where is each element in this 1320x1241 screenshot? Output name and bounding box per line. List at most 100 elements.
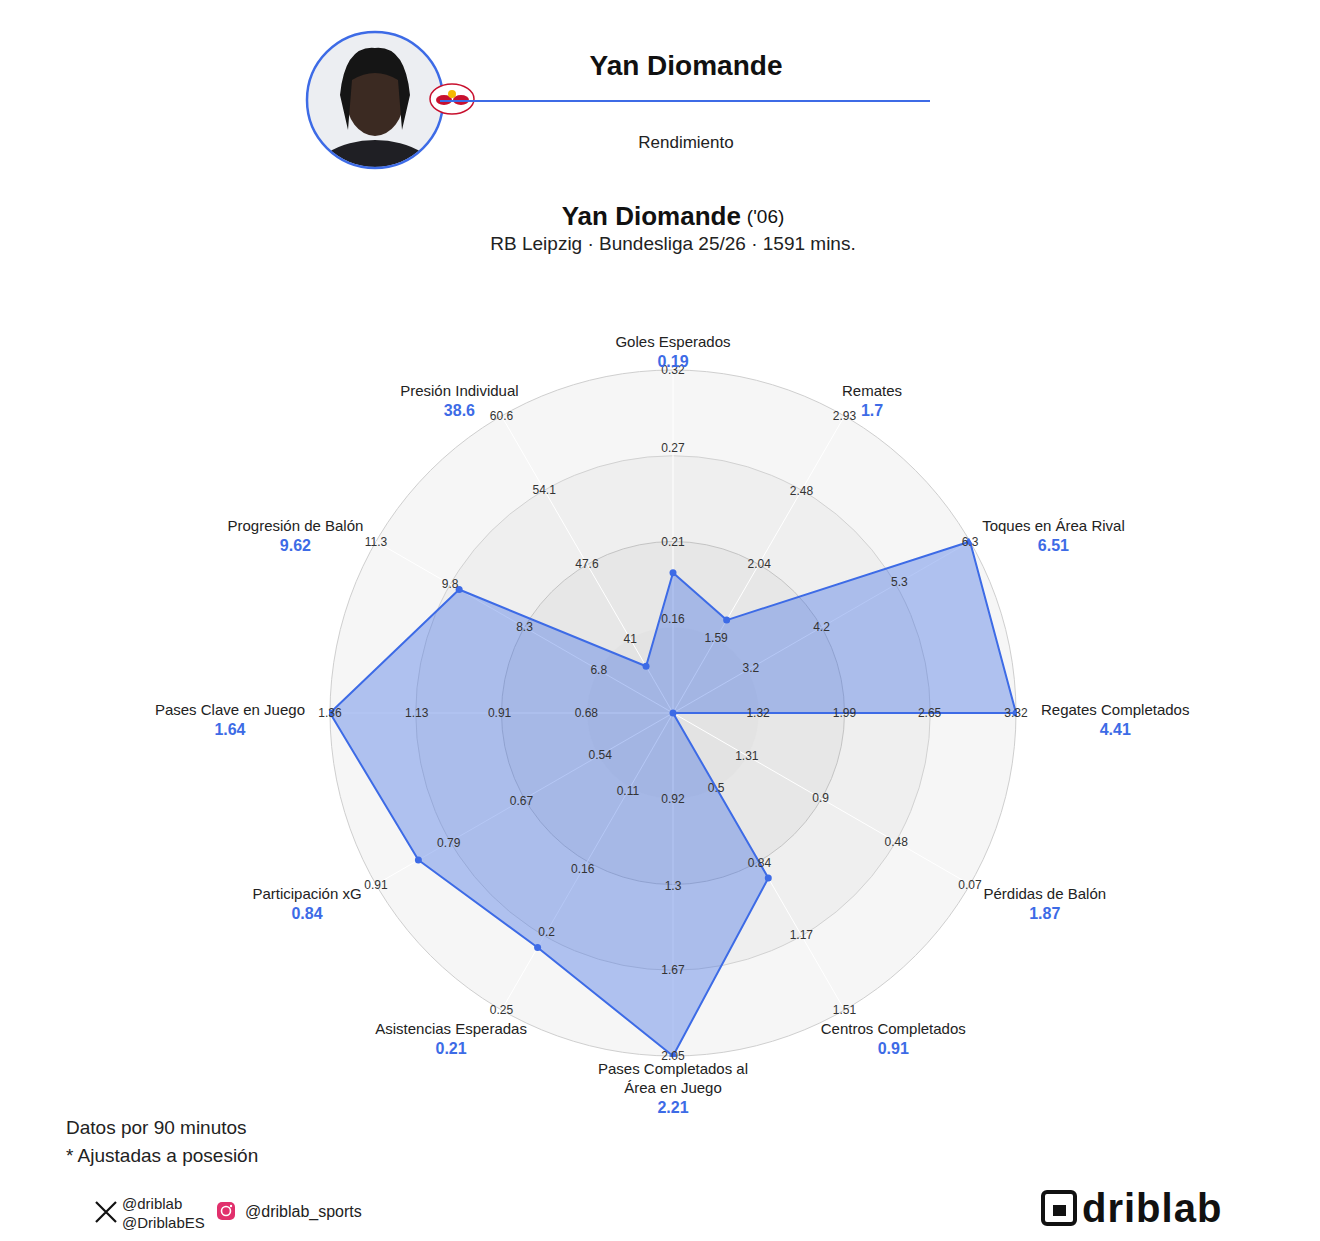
tick-label: 5.3 xyxy=(891,575,908,589)
axis-name-line: Toques en Área Rival xyxy=(982,517,1125,534)
axis-name: Participación xG xyxy=(252,885,361,902)
tick-label: 47.6 xyxy=(575,557,599,571)
tick-label: 6.8 xyxy=(590,663,607,677)
tick-label: 8.3 xyxy=(516,620,533,634)
axis-name-line: Asistencias Esperadas xyxy=(375,1020,527,1037)
badge-sun xyxy=(448,90,456,98)
axis-name-line: Centros Completados xyxy=(821,1020,966,1037)
tick-label: 0.54 xyxy=(589,748,613,762)
tick-label: 1.17 xyxy=(790,928,814,942)
radar-point xyxy=(534,944,541,951)
axis-name: Goles Esperados xyxy=(615,333,730,350)
axis-name-line: Presión Individual xyxy=(400,382,518,399)
tick-label: 0.84 xyxy=(748,856,772,870)
tick-label: 6.3 xyxy=(962,535,979,549)
chart-title: Yan Diomande ('06) xyxy=(562,201,785,231)
tick-label: 4.2 xyxy=(813,620,830,634)
data-label: 1.64 xyxy=(214,721,245,738)
axis-label: Goles Esperados0.19 xyxy=(615,333,730,370)
data-label: 0.84 xyxy=(291,905,322,922)
data-label: 1.7 xyxy=(861,402,883,419)
tick-label: 0.92 xyxy=(661,792,685,806)
radar-area xyxy=(330,542,1016,1057)
axis-name: Centros Completados xyxy=(821,1020,966,1037)
tick-label: 2.04 xyxy=(748,557,772,571)
tick-label: 0.07 xyxy=(958,878,982,892)
photo-ring xyxy=(307,32,443,168)
axis-name: Pases Completados al Área en Juego xyxy=(598,1060,748,1096)
axis-name-line: Remates xyxy=(842,382,902,399)
x-icon xyxy=(96,1202,116,1222)
footer-note: * Ajustadas a posesión xyxy=(66,1145,258,1166)
photo-hair xyxy=(340,48,410,130)
data-label: 4.41 xyxy=(1100,721,1131,738)
tick-label: 0.79 xyxy=(437,836,461,850)
axis-label: Remates 1.7 xyxy=(842,382,902,419)
data-label: 38.6 xyxy=(444,402,475,419)
axis-name-line: Goles Esperados xyxy=(615,333,730,350)
axis-name: Pases Clave en Juego xyxy=(155,701,305,718)
axis-name-line: Pases Clave en Juego xyxy=(155,701,305,718)
axis-name: Asistencias Esperadas xyxy=(375,1020,527,1037)
axis-label: Regates Completados 4.41 xyxy=(1041,701,1189,738)
header-title: Yan Diomande xyxy=(590,50,783,81)
data-label: 2.21 xyxy=(657,1099,688,1116)
tick-label: 0.11 xyxy=(617,784,640,798)
tick-label: 1.99 xyxy=(833,706,857,720)
tick-label: 0.68 xyxy=(575,706,599,720)
chart-subtitle: RB Leipzig · Bundesliga 25/26 · 1591 min… xyxy=(490,233,855,254)
axis-label: Pases Clave en Juego 1.64 xyxy=(155,701,305,738)
axis-name-line: Área en Juego xyxy=(624,1079,722,1096)
brand: driblab xyxy=(1082,1186,1222,1230)
social-handle: @driblab_sports xyxy=(245,1203,362,1221)
tick-label: 3.2 xyxy=(742,661,759,675)
tick-label: 2.65 xyxy=(918,706,942,720)
axis-name-line: Progresión de Balón xyxy=(227,517,363,534)
tick-label: 0.16 xyxy=(571,862,595,876)
axis-name: Regates Completados xyxy=(1041,701,1189,718)
axis-label: Pérdidas de Balón 1.87 xyxy=(983,885,1106,922)
tick-label: 2.48 xyxy=(790,484,814,498)
brand-icon xyxy=(1043,1192,1075,1224)
chart-title-note: ('06) xyxy=(747,206,784,227)
radar-point xyxy=(765,875,772,882)
tick-label: 1.13 xyxy=(405,706,429,720)
tick-label: 0.27 xyxy=(661,441,685,455)
social-handle: @DriblabES xyxy=(122,1214,205,1231)
axis-name-line: Pérdidas de Balón xyxy=(983,885,1106,902)
header-rule xyxy=(440,100,930,102)
data-label: 0.91 xyxy=(878,1040,909,1057)
tick-label: 1.32 xyxy=(746,706,770,720)
axis-name-line: Pases Completados al xyxy=(598,1060,748,1077)
social-handle: @driblab xyxy=(122,1195,182,1212)
axis-label: Presión Individual 38.6 xyxy=(400,382,518,419)
tick-label: 54.1 xyxy=(533,483,557,497)
tick-label: 1.51 xyxy=(833,1003,857,1017)
axis-label: Participación xG 0.84 xyxy=(252,885,361,922)
axis-label: Progresión de Balón 9.62 xyxy=(227,517,363,554)
data-label: 0.21 xyxy=(435,1040,466,1057)
tick-label: 1.31 xyxy=(735,749,759,763)
header-subtitle: Rendimiento xyxy=(638,133,733,152)
axis-name: Presión Individual xyxy=(400,382,518,399)
radar-point xyxy=(415,857,422,864)
tick-label: 0.91 xyxy=(364,878,388,892)
chart-title-name: Yan Diomande xyxy=(562,201,741,231)
axis-name: Pérdidas de Balón xyxy=(983,885,1106,902)
tick-label: 0.16 xyxy=(661,612,685,626)
data-label: 1.87 xyxy=(1029,905,1060,922)
axis-label: Toques en Área Rival6.51 xyxy=(982,517,1125,554)
photo-shoulders xyxy=(309,140,441,224)
tick-label: 3.32 xyxy=(1004,706,1028,720)
axis-name: Remates xyxy=(842,382,902,399)
tick-label: 1.36 xyxy=(318,706,342,720)
radar-point xyxy=(670,710,677,717)
tick-label: 9.8 xyxy=(442,577,459,591)
ring xyxy=(330,370,1016,1056)
tick-label: 0.9 xyxy=(812,791,829,805)
axis-name: Toques en Área Rival xyxy=(982,517,1125,534)
tick-label: 0.25 xyxy=(490,1003,514,1017)
data-label: 9.62 xyxy=(280,537,311,554)
badge-shape xyxy=(430,84,474,114)
axis-label: Centros Completados 0.91 xyxy=(821,1020,966,1057)
